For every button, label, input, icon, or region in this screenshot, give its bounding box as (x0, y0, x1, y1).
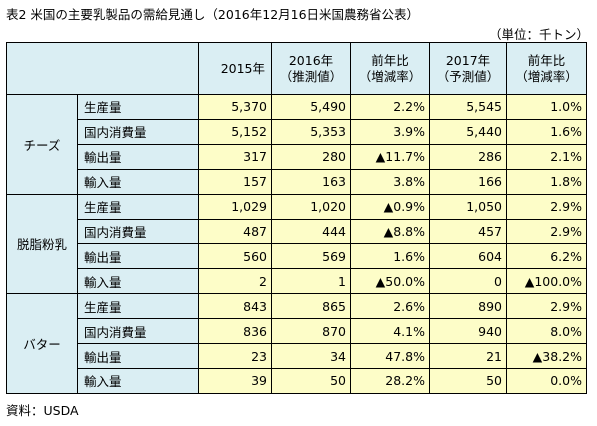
item-cell: 輸出量 (77, 143, 199, 170)
value-2015-cell: 487 (198, 218, 272, 245)
value-2017-cell: 5,545 (429, 94, 507, 120)
header-blank (6, 42, 199, 95)
yoy-2017-cell: 0.0% (506, 367, 587, 395)
item-cell: 国内消費量 (77, 118, 199, 145)
value-2015-cell: 836 (198, 318, 272, 345)
header-2016: 2016年 （推測値） (271, 42, 351, 95)
value-2016-cell: 865 (271, 293, 351, 320)
item-cell: 生産量 (77, 293, 199, 320)
value-2015-cell: 1,029 (198, 193, 272, 220)
value-2015-cell: 157 (198, 168, 272, 195)
item-cell: 生産量 (77, 94, 199, 120)
yoy-2017-cell: 2.9% (506, 218, 587, 245)
table-body: チーズ 生産量 5,370 5,490 2.2% 5,545 1.0% 国内消費量 5,152 5… (6, 94, 587, 395)
table-row: 国内消費量 836 870 4.1% 940 8.0% (7, 318, 587, 345)
value-2017-cell: 604 (429, 243, 507, 270)
value-2015-cell: 5,370 (198, 94, 272, 120)
yoy-2017-cell: 6.2% (506, 243, 587, 270)
value-2016-cell: 1,020 (271, 193, 351, 220)
item-cell: 国内消費量 (77, 318, 199, 345)
yoy-2016-cell: ▲11.7% (350, 143, 430, 170)
value-2017-cell: 50 (429, 367, 507, 395)
unit-label: （単位：千トン） (488, 27, 589, 42)
table-row: バター 生産量 843 865 2.6% 890 2.9% (6, 293, 587, 394)
source-note: 資料：USDA (6, 403, 79, 418)
yoy-2016-cell: 28.2% (350, 367, 430, 395)
table-row: 輸入量 157 163 3.8% 166 1.8% (7, 168, 587, 195)
item-cell: 輸入量 (77, 168, 199, 195)
value-2016-cell: 5,353 (271, 118, 351, 145)
yoy-2016-cell: 4.1% (350, 318, 430, 345)
item-cell: 生産量 (77, 193, 199, 220)
yoy-2016-cell: 3.9% (350, 118, 430, 145)
yoy-2017-cell: 1.8% (506, 168, 587, 195)
yoy-2016-cell: 3.8% (350, 168, 430, 195)
value-2015-cell: 23 (198, 343, 272, 369)
item-cell: 輸入量 (77, 268, 199, 295)
item-cell: 輸出量 (77, 343, 199, 369)
table-row: 国内消費量 487 444 ▲8.8% 457 2.9% (7, 218, 587, 245)
supply-demand-table: 2015年 2016年 （推測値） 前年比 （増減率） 2017年 （予測値） 前年比… (6, 42, 587, 395)
value-2016-cell: 1 (271, 268, 351, 295)
value-2015-cell: 5,152 (198, 118, 272, 145)
table-row: チーズ 生産量 5,370 5,490 2.2% 5,545 1.0% (6, 94, 587, 195)
yoy-2017-cell: 8.0% (506, 318, 587, 345)
table-row: 脱脂粉乳 生産量 1,029 1,020 ▲0.9% 1,050 2.9% (6, 193, 587, 295)
header-2015: 2015年 (198, 42, 272, 95)
header-yoy-2017: 前年比 （増減率） (506, 42, 587, 95)
item-cell: 国内消費量 (77, 218, 199, 245)
value-2017-cell: 457 (429, 218, 507, 245)
value-2015-cell: 843 (198, 293, 272, 320)
value-2017-cell: 286 (429, 143, 507, 170)
yoy-2017-cell: 2.1% (506, 143, 587, 170)
category-cell: バター (6, 293, 78, 394)
header-2017: 2017年 （予測値） (429, 42, 507, 95)
value-2016-cell: 34 (271, 343, 351, 369)
yoy-2016-cell: ▲0.9% (350, 193, 430, 220)
item-cell: 輸出量 (77, 243, 199, 270)
value-2017-cell: 940 (429, 318, 507, 345)
category-cell: 脱脂粉乳 (6, 193, 78, 295)
value-2016-cell: 163 (271, 168, 351, 195)
value-2015-cell: 317 (198, 143, 272, 170)
value-2016-cell: 444 (271, 218, 351, 245)
table-row: 輸出量 317 280 ▲11.7% 286 2.1% (7, 143, 587, 170)
header-yoy-2016: 前年比 （増減率） (350, 42, 430, 95)
yoy-2016-cell: ▲50.0% (350, 268, 430, 295)
value-2017-cell: 0 (429, 268, 507, 295)
value-2016-cell: 870 (271, 318, 351, 345)
yoy-2017-cell: 2.9% (506, 293, 587, 320)
value-2017-cell: 5,440 (429, 118, 507, 145)
value-2017-cell: 21 (429, 343, 507, 369)
yoy-2017-cell: 1.6% (506, 118, 587, 145)
yoy-2016-cell: 2.6% (350, 293, 430, 320)
yoy-2017-cell: 2.9% (506, 193, 587, 220)
yoy-2017-cell: ▲100.0% (506, 268, 587, 295)
item-cell: 輸入量 (77, 367, 199, 395)
yoy-2016-cell: 1.6% (350, 243, 430, 270)
value-2015-cell: 2 (198, 268, 272, 295)
table-row: 国内消費量 5,152 5,353 3.9% 5,440 1.6% (7, 118, 587, 145)
value-2016-cell: 5,490 (271, 94, 351, 120)
yoy-2017-cell: 1.0% (506, 94, 587, 120)
table-row: 輸入量 39 50 28.2% 50 0.0% (7, 367, 587, 395)
table-row: 輸入量 2 1 ▲50.0% 0 ▲100.0% (7, 268, 587, 295)
value-2017-cell: 166 (429, 168, 507, 195)
yoy-2016-cell: ▲8.8% (350, 218, 430, 245)
yoy-2016-cell: 2.2% (350, 94, 430, 120)
value-2016-cell: 569 (271, 243, 351, 270)
yoy-2016-cell: 47.8% (350, 343, 430, 369)
value-2017-cell: 890 (429, 293, 507, 320)
value-2015-cell: 560 (198, 243, 272, 270)
value-2015-cell: 39 (198, 367, 272, 395)
yoy-2017-cell: ▲38.2% (506, 343, 587, 369)
table-title: 表2 米国の主要乳製品の需給見通し（2016年12月16日米国農務省公表） (6, 7, 420, 22)
value-2017-cell: 1,050 (429, 193, 507, 220)
value-2016-cell: 280 (271, 143, 351, 170)
category-cell: チーズ (6, 94, 78, 195)
table-row: 輸出量 560 569 1.6% 604 6.2% (7, 243, 587, 270)
value-2016-cell: 50 (271, 367, 351, 395)
table-row: 輸出量 23 34 47.8% 21 ▲38.2% (7, 343, 587, 369)
